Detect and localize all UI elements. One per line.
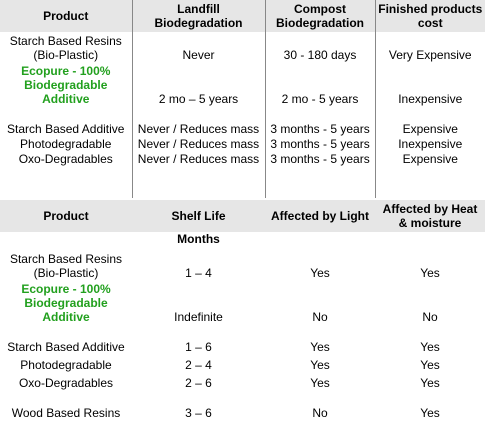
product-cell: Photodegradable — [20, 358, 112, 372]
subheader-row: Months — [0, 232, 485, 248]
comparison-table: Product Landfill Biodegradation Compost Bi… — [0, 0, 485, 198]
subheader-cell: Months — [177, 232, 220, 246]
value-cell: Yes — [420, 266, 440, 280]
header-row: Product Shelf Life Affected by Light Affect… — [0, 200, 485, 232]
row: Starch Based Additive Never / Reduces mas… — [0, 106, 485, 136]
header-cell: Product — [0, 200, 132, 232]
value-cell: 3 – 6 — [185, 406, 212, 420]
value-cell: Never / Reduces mass — [131, 136, 265, 151]
value-cell: No — [422, 310, 438, 324]
value-cell: 2 – 4 — [185, 358, 212, 372]
header-cell: Affected by Light — [265, 200, 375, 232]
value-cell: Very Expensive — [374, 32, 485, 62]
value-cell: Yes — [310, 266, 330, 280]
value-cell: Yes — [420, 340, 440, 354]
header-cell: Finished products cost — [374, 0, 485, 32]
value-cell: Never / Reduces mass — [131, 106, 265, 136]
header-cell: Landfill Biodegradation — [131, 0, 265, 32]
value-cell: Expensive — [374, 106, 485, 136]
value-cell: Yes — [310, 358, 330, 372]
row: Starch Based Resins (Bio-Plastic) Never 30… — [0, 32, 485, 62]
row: Starch Based Resins (Bio-Plastic) 1 – 4 Ye… — [0, 248, 485, 280]
value-cell: Never — [131, 32, 265, 62]
value-cell: Yes — [420, 376, 440, 390]
value-cell: Yes — [310, 340, 330, 354]
value-cell: No — [312, 406, 328, 420]
product-cell: Wood Based Resins — [11, 406, 121, 420]
product-cell: Starch Based Additive — [7, 340, 125, 354]
row: Ecopure - 100% Biodegradable Additive Ind… — [0, 280, 485, 324]
cell — [264, 166, 375, 198]
value-cell: 2 mo – 5 years — [131, 62, 265, 106]
value-cell: 3 months - 5 years — [264, 151, 375, 166]
row: Ecopure - 100% Biodegradable Additive 2 m… — [0, 62, 485, 106]
product-cell: Starch Based Additive — [7, 122, 125, 136]
value-cell: 1 – 4 — [185, 266, 212, 280]
product-cell: Starch Based Resins (Bio-Plastic) — [9, 252, 123, 280]
row: Photodegradable Never / Reduces mass 3 mon… — [0, 136, 485, 151]
value-cell: Yes — [420, 406, 440, 420]
cell — [131, 166, 265, 198]
product-cell: Photodegradable — [20, 137, 112, 151]
filler-row — [0, 166, 485, 198]
value-cell: 1 – 6 — [185, 340, 212, 354]
shelf-life-table: Product Shelf Life Affected by Light Affect… — [0, 200, 485, 420]
value-cell: Never / Reduces mass — [131, 151, 265, 166]
header-cell: Compost Biodegradation — [264, 0, 375, 32]
cell — [374, 166, 485, 198]
header-cell: Shelf Life — [132, 200, 265, 232]
cell — [265, 232, 375, 248]
product-cell: Ecopure - 100% Biodegradable Additive — [21, 282, 111, 324]
value-cell: No — [312, 310, 328, 324]
cell — [0, 232, 132, 248]
value-cell: 3 months - 5 years — [264, 106, 375, 136]
row: Photodegradable 2 – 4 Yes Yes — [0, 354, 485, 372]
row: Starch Based Additive 1 – 6 Yes Yes — [0, 324, 485, 354]
product-cell: Ecopure - 100% Biodegradable Additive — [21, 64, 111, 106]
value-cell: Yes — [420, 358, 440, 372]
header-cell: Product — [0, 0, 132, 32]
row: Wood Based Resins 3 – 6 No Yes — [0, 390, 485, 420]
value-cell: Inexpensive — [374, 62, 485, 106]
row: Oxo-Degradables Never / Reduces mass 3 mon… — [0, 151, 485, 166]
header-row: Product Landfill Biodegradation Compost Bi… — [0, 0, 485, 32]
value-cell: 30 - 180 days — [264, 32, 375, 62]
value-cell: 2 – 6 — [185, 376, 212, 390]
value-cell: Indefinite — [174, 310, 223, 324]
row: Oxo-Degradables 2 – 6 Yes Yes — [0, 372, 485, 390]
product-cell: Oxo-Degradables — [18, 376, 114, 390]
value-cell: Expensive — [374, 151, 485, 166]
cell — [375, 232, 485, 248]
value-cell: Inexpensive — [374, 136, 485, 151]
product-cell: Oxo-Degradables — [18, 152, 113, 166]
value-cell: 3 months - 5 years — [264, 136, 375, 151]
value-cell: Yes — [310, 376, 330, 390]
cell — [0, 166, 132, 198]
value-cell: 2 mo - 5 years — [264, 62, 375, 106]
product-cell: Starch Based Resins (Bio-Plastic) — [9, 34, 122, 62]
header-cell: Affected by Heat & moisture — [375, 200, 485, 232]
